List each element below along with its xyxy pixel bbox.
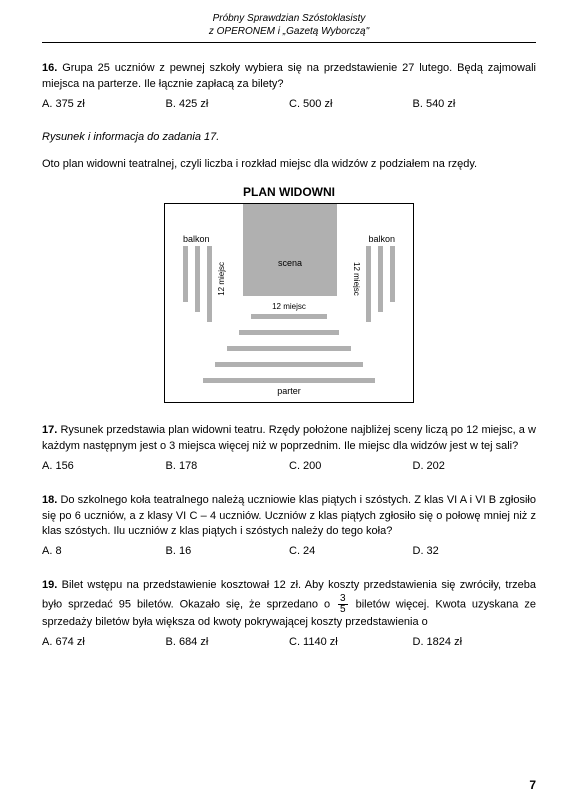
seat-bar xyxy=(183,246,188,302)
q17-answers: A. 156 B. 178 C. 200 D. 202 xyxy=(42,459,536,475)
q16-answers: A. 375 zł B. 425 zł C. 500 zł B. 540 zł xyxy=(42,97,536,113)
diagram-wrap: PLAN WIDOWNI balkon balkon 12 miejsc 12 … xyxy=(42,185,536,403)
page-header: Próbny Sprawdzian Szóstoklasisty z OPERO… xyxy=(42,12,536,43)
q18-answers: A. 8 B. 16 C. 24 D. 32 xyxy=(42,544,536,560)
seat-row xyxy=(203,378,375,383)
q19-num: 19. xyxy=(42,579,57,591)
question-18: 18. Do szkolnego koła teatralnego należą… xyxy=(42,493,536,561)
q16-body: Grupa 25 uczniów z pewnej szkoły wybiera… xyxy=(42,62,536,90)
q19-d: D. 1824 zł xyxy=(413,635,537,651)
theater-diagram: balkon balkon 12 miejsc 12 miejsc scena … xyxy=(164,203,414,403)
q16-num: 16. xyxy=(42,62,57,74)
q16-c: C. 500 zł xyxy=(289,97,413,113)
page-number: 7 xyxy=(529,778,536,792)
q16-b: B. 425 zł xyxy=(166,97,290,113)
q19-text: 19. Bilet wstępu na przedstawienie koszt… xyxy=(42,578,536,631)
seat-row xyxy=(215,362,363,367)
header-line2: z OPERONEM i „Gazetą Wyborczą" xyxy=(42,25,536,38)
header-line1: Próbny Sprawdzian Szóstoklasisty xyxy=(42,12,536,25)
q17-d: D. 202 xyxy=(413,459,537,475)
q19-a: A. 674 zł xyxy=(42,635,166,651)
q18-text: 18. Do szkolnego koła teatralnego należą… xyxy=(42,493,536,541)
q16-d: B. 540 zł xyxy=(413,97,537,113)
balkon-right-label: balkon xyxy=(368,234,395,244)
frac-den: 5 xyxy=(338,605,348,615)
q16-a: A. 375 zł xyxy=(42,97,166,113)
question-16: 16. Grupa 25 uczniów z pewnej szkoły wyb… xyxy=(42,61,536,113)
q17-b: B. 178 xyxy=(166,459,290,475)
seat-row xyxy=(239,330,339,335)
q17-num: 17. xyxy=(42,424,57,436)
q18-body: Do szkolnego koła teatralnego należą ucz… xyxy=(42,494,536,538)
side-right-label: 12 miejsc xyxy=(352,262,361,296)
intro-text: Oto plan widowni teatralnej, czyli liczb… xyxy=(42,157,536,173)
row-label: 12 miejsc xyxy=(165,302,413,311)
q17-c: C. 200 xyxy=(289,459,413,475)
side-left-label: 12 miejsc xyxy=(217,262,226,296)
q17-body: Rysunek przedstawia plan widowni teatru.… xyxy=(42,424,536,452)
stage-shape: scena xyxy=(243,204,337,296)
q19-b: B. 684 zł xyxy=(166,635,290,651)
q18-a: A. 8 xyxy=(42,544,166,560)
q18-num: 18. xyxy=(42,494,57,506)
seat-row xyxy=(227,346,351,351)
parter-label: parter xyxy=(165,386,413,396)
q19-c: C. 1140 zł xyxy=(289,635,413,651)
diagram-title: PLAN WIDOWNI xyxy=(42,185,536,199)
question-19: 19. Bilet wstępu na przedstawienie koszt… xyxy=(42,578,536,651)
q17-a: A. 156 xyxy=(42,459,166,475)
question-17: 17. Rysunek przedstawia plan widowni tea… xyxy=(42,423,536,475)
q18-d: D. 32 xyxy=(413,544,537,560)
q16-text: 16. Grupa 25 uczniów z pewnej szkoły wyb… xyxy=(42,61,536,93)
balkon-left-label: balkon xyxy=(183,234,210,244)
q17-text: 17. Rysunek przedstawia plan widowni tea… xyxy=(42,423,536,455)
q19-answers: A. 674 zł B. 684 zł C. 1140 zł D. 1824 z… xyxy=(42,635,536,651)
q18-b: B. 16 xyxy=(166,544,290,560)
seat-bar xyxy=(390,246,395,302)
seat-row xyxy=(251,314,327,319)
q18-c: C. 24 xyxy=(289,544,413,560)
fraction: 35 xyxy=(338,594,348,615)
stage-label: scena xyxy=(243,258,337,268)
info-line: Rysunek i informacja do zadania 17. xyxy=(42,131,536,143)
